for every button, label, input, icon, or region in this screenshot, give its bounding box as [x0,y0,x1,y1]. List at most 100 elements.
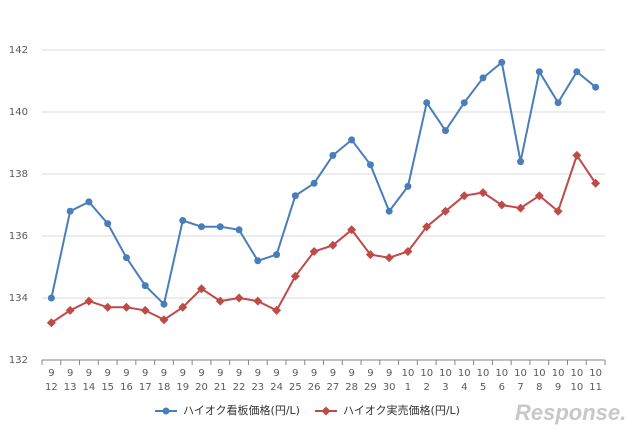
legend-label: ハイオク実売価格(円/L) [343,403,460,417]
x-tick-label: 21 [214,382,227,393]
point [572,150,582,160]
point [310,179,318,187]
x-tick-label: 27 [327,382,340,393]
x-tick-label: 5 [480,382,486,393]
x-tick-label: 4 [461,382,467,393]
point [290,271,300,281]
point [65,305,75,315]
x-tick-label: 9 [273,368,279,379]
y-tick-label: 136 [9,231,28,242]
point [159,315,169,325]
point [160,300,168,308]
x-tick-label: 3 [442,382,448,393]
x-tick-label: 9 [236,368,242,379]
point [404,182,412,190]
x-tick-label: 22 [233,382,246,393]
point [553,206,563,216]
point [347,225,357,235]
x-tick-label: 8 [536,382,542,393]
point [85,198,93,206]
point [534,191,544,201]
point [47,294,55,302]
x-tick-label: 9 [292,368,298,379]
x-tick-label: 9 [161,368,167,379]
point [422,222,432,232]
x-tick-label: 9 [67,368,73,379]
legend-marker [162,407,170,415]
x-tick-label: 10 [477,368,490,379]
x-tick-label: 1 [405,382,411,393]
x-tick-label: 28 [345,382,358,393]
x-tick-label: 9 [198,368,204,379]
x-tick-label: 9 [386,368,392,379]
y-tick-label: 140 [9,107,28,118]
x-tick-label: 20 [195,382,208,393]
x-tick-label: 16 [120,382,133,393]
x-tick-label: 12 [45,382,58,393]
x-tick-label: 9 [180,368,186,379]
x-tick-label: 9 [217,368,223,379]
x-tick-label: 18 [158,382,171,393]
x-tick-label: 10 [570,368,583,379]
point [591,178,601,188]
x-tick-label: 9 [367,368,373,379]
point [179,217,187,224]
x-tick-label: 15 [101,382,114,393]
x-tick-label: 9 [48,368,54,379]
y-tick-label: 138 [9,169,28,180]
watermark: Response. [515,400,626,425]
legend-marker [321,406,331,416]
point [309,247,319,256]
point [103,302,113,312]
x-tick-label: 9 [330,368,336,379]
x-tick-label: 9 [104,368,110,379]
series-line [50,60,597,307]
point [46,318,56,328]
x-tick-label: 13 [64,382,77,393]
point [234,293,244,303]
point [84,296,94,306]
x-tick-label: 7 [517,382,523,393]
x-tick-label: 2 [424,382,430,393]
x-tick-label: 6 [499,382,505,393]
point [423,99,431,107]
point [254,257,262,265]
x-tick-label: 10 [439,368,452,379]
point [535,68,543,76]
x-tick-label: 9 [123,368,129,379]
point [459,191,469,201]
x-tick-label: 30 [383,382,396,393]
point [384,253,394,263]
x-tick-label: 10 [402,368,415,379]
x-tick-label: 10 [514,368,527,379]
point [215,296,225,306]
x-tick-label: 10 [570,382,583,393]
x-tick-label: 19 [176,382,189,393]
point [403,247,413,256]
x-tick-label: 24 [270,382,283,393]
x-tick-label: 10 [552,368,565,379]
y-tick-label: 142 [9,45,28,56]
x-tick-label: 10 [495,368,508,379]
point [348,136,356,144]
y-tick-label: 134 [9,293,28,304]
point [291,192,299,200]
point [516,203,526,213]
point [460,99,468,107]
point [140,305,150,315]
point [66,207,74,215]
x-tick-label: 10 [589,368,602,379]
point [385,207,393,215]
point [592,83,600,91]
x-tick-label: 14 [83,382,96,393]
x-tick-label: 10 [420,368,433,379]
point [178,302,188,312]
point [253,296,263,306]
point [497,200,507,210]
x-tick-label: 9 [86,368,92,379]
y-tick-label: 132 [9,355,28,366]
point [121,302,131,312]
point [197,284,207,294]
point [478,188,488,198]
